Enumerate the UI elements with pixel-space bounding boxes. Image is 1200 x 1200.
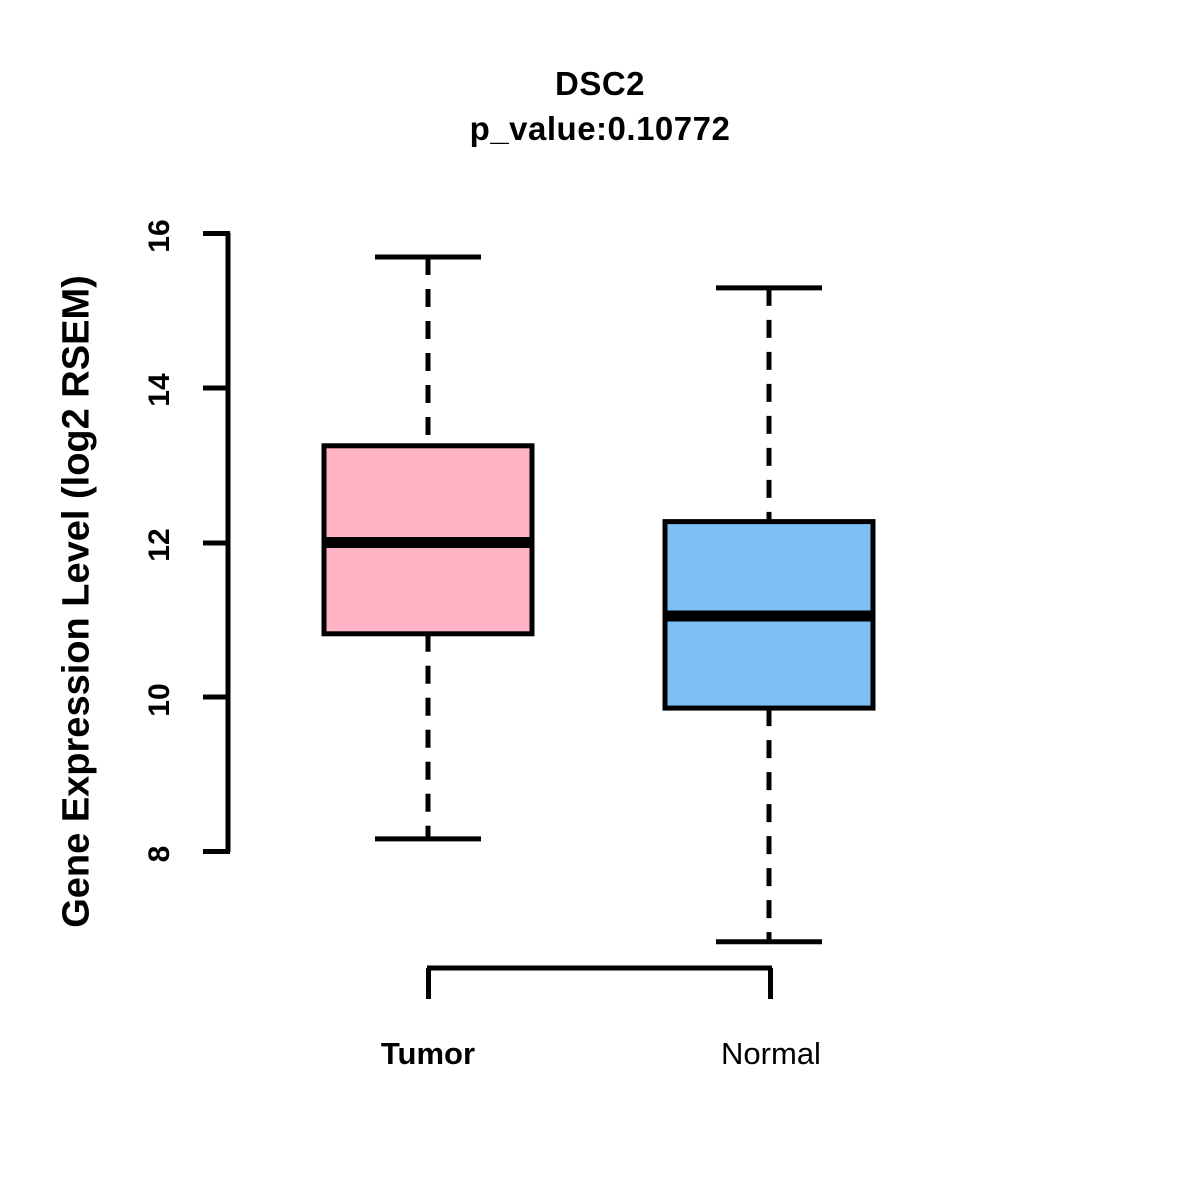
y-axis [203,231,231,854]
box-tumor[interactable] [321,254,535,842]
y-tick-label-16: 16 [143,219,176,253]
x-tick-label-tumor: Tumor [380,1036,476,1071]
x-axis [426,965,773,999]
y-tick-label-14: 14 [143,373,176,407]
box-normal[interactable] [662,285,876,945]
y-tick-label-10: 10 [143,683,176,717]
y-tick-label-8: 8 [143,845,176,863]
x-tick-label-normal: Normal [721,1036,821,1071]
y-tick-label-12: 12 [143,528,176,562]
